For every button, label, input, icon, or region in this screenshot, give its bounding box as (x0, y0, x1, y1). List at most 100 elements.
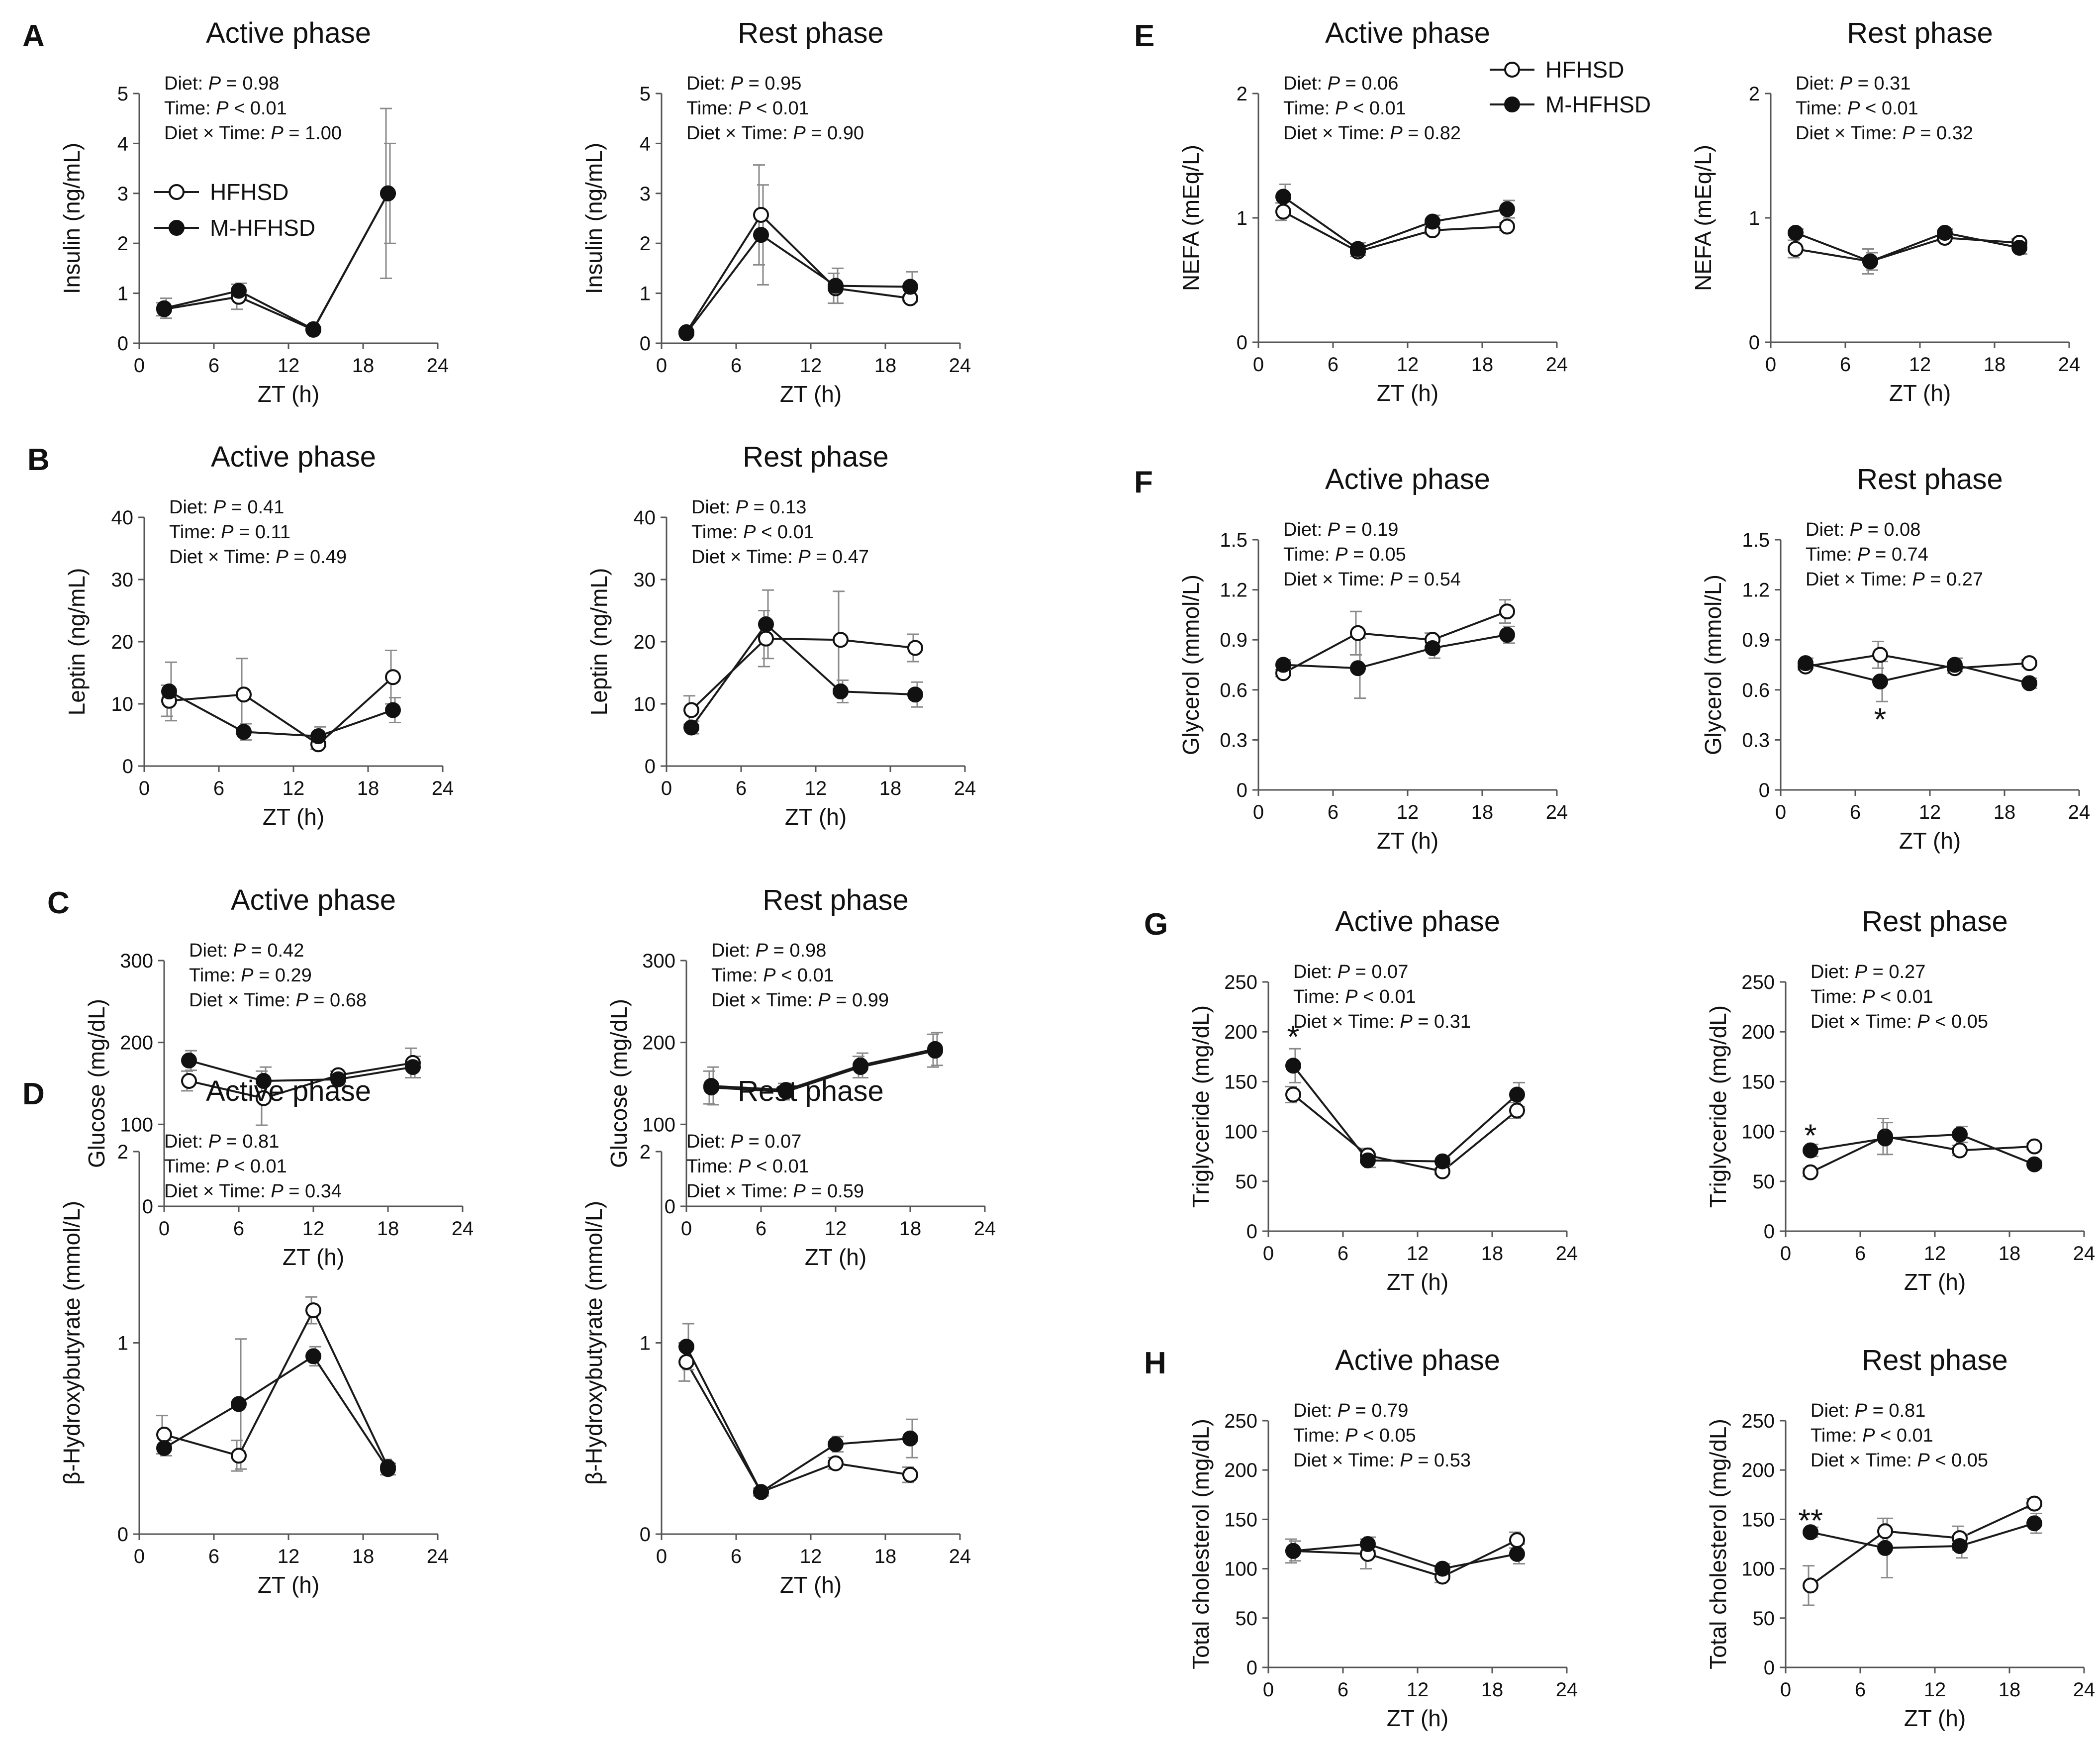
series-hfhsd (1798, 641, 2033, 674)
data-point (1798, 655, 1814, 672)
stat-p: P (1345, 986, 1358, 1007)
y-tick-label: 0 (1237, 332, 1247, 354)
y-tick-label: 1.2 (1220, 580, 1247, 601)
data-point (1434, 1153, 1450, 1169)
stat-value: = 0.31 (1852, 73, 1910, 94)
panel-title: Rest phase (763, 884, 908, 916)
series-hfhsd (678, 1342, 914, 1497)
x-tick-label: 12 (1909, 354, 1931, 376)
series-line (1293, 1543, 1518, 1570)
legend: HFHSD M-HFHSD (1490, 57, 1651, 117)
x-tick-label: 12 (278, 1546, 300, 1567)
series-m-hfhsd (682, 184, 918, 336)
stat-p: P (793, 1181, 806, 1202)
y-tick-label: 0 (117, 333, 128, 355)
stat-label: Diet: (1283, 519, 1328, 540)
stat-value: = 0.41 (226, 497, 284, 518)
y-tick-label: 0.9 (1220, 629, 1247, 651)
y-axis-label: Insulin (ng/mL) (59, 143, 85, 294)
stat-p: P (1862, 986, 1875, 1007)
y-tick-label: 30 (634, 569, 656, 591)
stat-label: Time: (189, 965, 241, 986)
x-tick-label: 12 (800, 1546, 822, 1567)
y-tick-label: 300 (120, 950, 153, 972)
y-tick-label: 0 (665, 1196, 675, 1218)
y-tick-label: 1 (640, 283, 651, 305)
stat-value: < 0.01 (1358, 986, 1416, 1007)
stat-value: < 0.01 (751, 1156, 809, 1177)
data-point (231, 1448, 247, 1464)
y-tick-label: 100 (1741, 1558, 1775, 1580)
stat-value: < 0.01 (229, 98, 287, 119)
x-tick-label: 12 (1397, 354, 1419, 376)
series-hfhsd (1275, 599, 1511, 678)
stat-value: = 0.08 (1862, 519, 1920, 540)
stat-label: Time: (1811, 1425, 1862, 1446)
chart-panel-12: Rest phase 0 0.3 0.6 0.9 1.2 1.5 0 6 12 18 24 ZT (h)… (1700, 463, 2090, 854)
markers-m-hfhsd (1803, 1126, 2042, 1172)
stat-p: P (1847, 98, 1860, 119)
x-tick-label: 12 (825, 1218, 847, 1240)
markers-hfhsd (156, 1302, 396, 1475)
series-line (169, 690, 393, 738)
stat-value: = 0.81 (221, 1131, 279, 1152)
markers-m-hfhsd (1275, 627, 1515, 677)
stat-value: = 0.79 (1350, 1400, 1408, 1421)
x-tick-label: 18 (874, 1546, 897, 1567)
data-point (778, 1082, 794, 1098)
y-tick-label: 3 (640, 183, 651, 205)
x-tick-label: 24 (1556, 1243, 1578, 1264)
data-point (2026, 1156, 2042, 1172)
stat-value: = 0.90 (806, 123, 864, 144)
panel-title: Active phase (1335, 905, 1500, 938)
legend-marker-m-hfhsd (1504, 97, 1520, 112)
y-tick-label: 1 (117, 1333, 128, 1355)
stat-p: P (208, 1131, 221, 1152)
data-point (161, 683, 177, 699)
stat-p: P (1335, 544, 1348, 565)
x-axis-label: ZT (h) (258, 1572, 319, 1598)
stat-p: P (216, 98, 229, 119)
y-tick-label: 2 (1237, 83, 1247, 105)
series-line (685, 233, 911, 334)
data-point (1509, 1102, 1525, 1119)
x-tick-label: 18 (1481, 1679, 1504, 1701)
x-tick-label: 24 (2073, 1679, 2096, 1701)
stat-p: P (738, 1156, 751, 1177)
x-tick-label: 24 (2073, 1243, 2096, 1264)
legend-marker-m-hfhsd (169, 220, 185, 236)
y-tick-label: 0 (1764, 1657, 1775, 1679)
stat-label: Time: (686, 98, 738, 119)
data-point (1877, 1540, 1893, 1556)
data-point (833, 632, 849, 648)
stat-value: = 0.27 (1867, 962, 1925, 982)
data-point (181, 1052, 197, 1069)
markers-hfhsd (1803, 1495, 2042, 1594)
stat-p: P (1400, 1450, 1413, 1471)
y-axis-label: Triglyceride (mg/dL) (1705, 1005, 1731, 1208)
series-m-hfhsd (1807, 1122, 2042, 1169)
y-tick-label: 1.5 (1220, 529, 1247, 551)
markers-m-hfhsd (1275, 189, 1515, 257)
x-tick-label: 0 (681, 1218, 692, 1240)
stat-p: P (271, 1181, 284, 1202)
series-line (1810, 1133, 2035, 1166)
stat-line: Time: P < 0.05 (1293, 1425, 1416, 1446)
data-point (1499, 603, 1515, 620)
stat-p: P (1912, 569, 1925, 590)
stat-value: = 0.42 (246, 940, 304, 961)
y-axis-label: β-Hydroxybutyrate (mmol/L) (59, 1201, 85, 1485)
stat-p: P (295, 990, 308, 1011)
y-tick-label: 2 (640, 233, 651, 255)
stat-label: Diet: (1283, 73, 1328, 94)
series-line (189, 1059, 413, 1082)
data-point (1360, 1536, 1376, 1552)
stat-p: P (738, 98, 751, 119)
panel-title: Active phase (1325, 463, 1490, 495)
panel-title: Active phase (1335, 1344, 1500, 1376)
data-point (758, 630, 774, 647)
legend-label-hfhsd: HFHSD (210, 179, 288, 205)
stat-line: Time: P < 0.01 (1283, 98, 1406, 119)
